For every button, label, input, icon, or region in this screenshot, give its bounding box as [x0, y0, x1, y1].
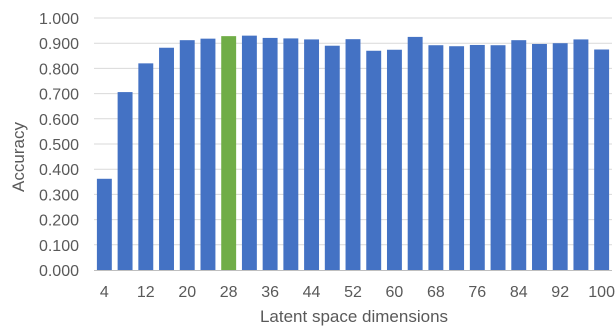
- bar: [179, 40, 195, 271]
- x-tick-label: 84: [510, 284, 528, 301]
- highlighted-bar: [221, 36, 237, 270]
- y-tick-label: 0.100: [39, 238, 79, 255]
- bar: [304, 39, 320, 270]
- x-tick-label: 68: [427, 284, 445, 301]
- x-axis-title: Latent space dimensions: [260, 307, 448, 326]
- x-tick-label: 52: [344, 284, 362, 301]
- bar: [241, 35, 257, 270]
- bar: [490, 45, 506, 270]
- bar: [366, 50, 382, 271]
- bar: [428, 45, 444, 270]
- bar: [324, 45, 340, 270]
- y-tick-label: 0.500: [39, 137, 79, 154]
- y-tick-label: 0.000: [39, 263, 79, 280]
- axes: 0.000 0.100 0.200 0.300 0.400 0.500 0.600 0.700…: [39, 11, 615, 301]
- x-tick-label: 36: [261, 284, 279, 301]
- y-tick-label: 0.800: [39, 61, 79, 78]
- bar: [386, 49, 402, 270]
- bar: [262, 37, 278, 270]
- x-tick-label: 76: [468, 284, 486, 301]
- bar: [283, 38, 299, 270]
- y-tick-label: 0.900: [39, 36, 79, 53]
- bar: [594, 49, 610, 270]
- bar: [511, 40, 527, 271]
- y-tick-label: 0.700: [39, 87, 79, 104]
- bar: [407, 36, 423, 271]
- x-tick-label: 12: [137, 284, 155, 301]
- x-tick-label: 92: [551, 284, 569, 301]
- bar: [345, 39, 361, 270]
- x-tick-label: 4: [100, 284, 109, 301]
- bar: [552, 43, 568, 271]
- x-tick-label: 28: [220, 284, 238, 301]
- bar: [117, 92, 133, 270]
- bar: [469, 44, 485, 271]
- bar: [200, 38, 216, 270]
- x-tick-label: 100: [588, 284, 615, 301]
- x-tick-label: 44: [303, 284, 321, 301]
- y-tick-label: 0.200: [39, 213, 79, 230]
- y-tick-label: 1.000: [39, 11, 79, 28]
- y-tick-label: 0.600: [39, 112, 79, 129]
- bar: [449, 46, 465, 270]
- y-tick-label: 0.300: [39, 187, 79, 204]
- y-tick-label: 0.400: [39, 162, 79, 179]
- bar: [138, 63, 154, 270]
- y-axis-title: Accuracy: [9, 122, 28, 192]
- bar: [159, 47, 174, 270]
- x-tick-label: 20: [178, 284, 196, 301]
- bar: [573, 39, 589, 270]
- bar: [96, 178, 112, 270]
- bars: [96, 35, 610, 271]
- bar: [532, 43, 547, 271]
- x-tick-label: 60: [386, 284, 404, 301]
